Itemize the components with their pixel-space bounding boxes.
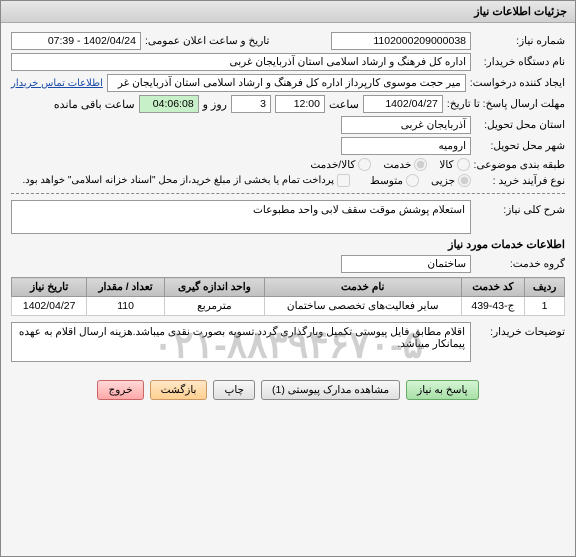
td-code: ج-43-439 [461, 297, 525, 316]
days-label: روز و [203, 98, 227, 111]
desc-label: شرح کلی نیاز: [475, 200, 565, 216]
category-radio-group: کالا خدمت کالا/خدمت [310, 158, 469, 171]
creator-field: میر حجت موسوی کارپرداز اداره کل فرهنگ و … [107, 74, 466, 92]
desc-textarea[interactable]: استعلام پوشش موقت سقف لابی واحد مطبوعات [11, 200, 471, 234]
td-unit: مترمربع [164, 297, 264, 316]
print-button[interactable]: چاپ [213, 380, 255, 400]
contact-link[interactable]: اطلاعات تماس خریدار [11, 78, 103, 89]
services-header: اطلاعات خدمات مورد نیاز [11, 238, 565, 251]
proc-label: نوع فرآیند خرید : [475, 175, 565, 187]
announce-field: 1402/04/24 - 07:39 [11, 32, 141, 50]
need-no-field: 1102000209000038 [331, 32, 471, 50]
exit-button[interactable]: خروج [97, 380, 143, 400]
th-date: تاریخ نیاز [12, 278, 87, 297]
content-area: شماره نیاز: 1102000209000038 تاریخ و ساع… [1, 23, 575, 412]
proc-low-radio[interactable]: جزیی [431, 174, 471, 187]
city-label: شهر محل تحویل: [475, 140, 565, 152]
province-field: آذربایجان غربی [341, 116, 471, 134]
footer-buttons: پاسخ به نیاز مشاهده مدارک پیوستی (1) چاپ… [11, 374, 565, 406]
td-name: سایر فعالیت‌های تخصصی ساختمان [264, 297, 461, 316]
th-row: ردیف [525, 278, 565, 297]
th-name: نام خدمت [264, 278, 461, 297]
need-no-label: شماره نیاز: [475, 35, 565, 47]
back-button[interactable]: بازگشت [150, 380, 208, 400]
table-row[interactable]: 1 ج-43-439 سایر فعالیت‌های تخصصی ساختمان… [12, 297, 565, 316]
proc-radio-group: جزیی متوسط [370, 174, 471, 187]
td-row: 1 [525, 297, 565, 316]
group-label: گروه خدمت: [475, 258, 565, 270]
payment-checkbox[interactable]: پرداخت تمام یا بخشی از مبلغ خرید،از محل … [22, 174, 350, 187]
group-field: ساختمان [341, 255, 471, 273]
services-table: ردیف کد خدمت نام خدمت واحد اندازه گیری ت… [11, 277, 565, 316]
proc-mid-radio[interactable]: متوسط [370, 174, 419, 187]
time-label: ساعت [329, 98, 359, 111]
buyer-field: اداره کل فرهنگ و ارشاد اسلامی استان آذرب… [11, 53, 471, 71]
days-field: 3 [231, 95, 271, 113]
titlebar: جزئیات اطلاعات نیاز [1, 1, 575, 23]
buyer-notes-textarea[interactable]: اقلام مطابق فایل پیوستی تکمیل وبارگذاری … [11, 322, 471, 362]
announce-label: تاریخ و ساعت اعلان عمومی: [145, 35, 269, 47]
remain-label: ساعت باقی مانده [54, 98, 135, 111]
buyer-label: نام دستگاه خریدار: [475, 56, 565, 68]
attach-button[interactable]: مشاهده مدارک پیوستی (1) [261, 380, 400, 400]
reply-button[interactable]: پاسخ به نیاز [406, 380, 478, 400]
deadline-label: مهلت ارسال پاسخ: تا تاریخ: [447, 98, 565, 110]
category-label: طبقه بندی موضوعی: [474, 159, 565, 171]
th-code: کد خدمت [461, 278, 525, 297]
creator-label: ایجاد کننده درخواست: [470, 77, 565, 89]
deadline-date-field: 1402/04/27 [363, 95, 443, 113]
table-header-row: ردیف کد خدمت نام خدمت واحد اندازه گیری ت… [12, 278, 565, 297]
dialog-window: جزئیات اطلاعات نیاز شماره نیاز: 11020002… [0, 0, 576, 557]
td-date: 1402/04/27 [12, 297, 87, 316]
city-field: ارومیه [341, 137, 471, 155]
province-label: استان محل تحویل: [475, 119, 565, 131]
deadline-time-field: 12:00 [275, 95, 325, 113]
buyer-notes-label: توضیحات خریدار: [475, 322, 565, 338]
th-unit: واحد اندازه گیری [164, 278, 264, 297]
cat-service-radio[interactable]: خدمت [383, 158, 427, 171]
cat-both-radio[interactable]: کالا/خدمت [310, 158, 371, 171]
cat-goods-radio[interactable]: کالا [439, 158, 469, 171]
remain-field: 04:06:08 [139, 95, 199, 113]
th-qty: تعداد / مقدار [87, 278, 164, 297]
td-qty: 110 [87, 297, 164, 316]
